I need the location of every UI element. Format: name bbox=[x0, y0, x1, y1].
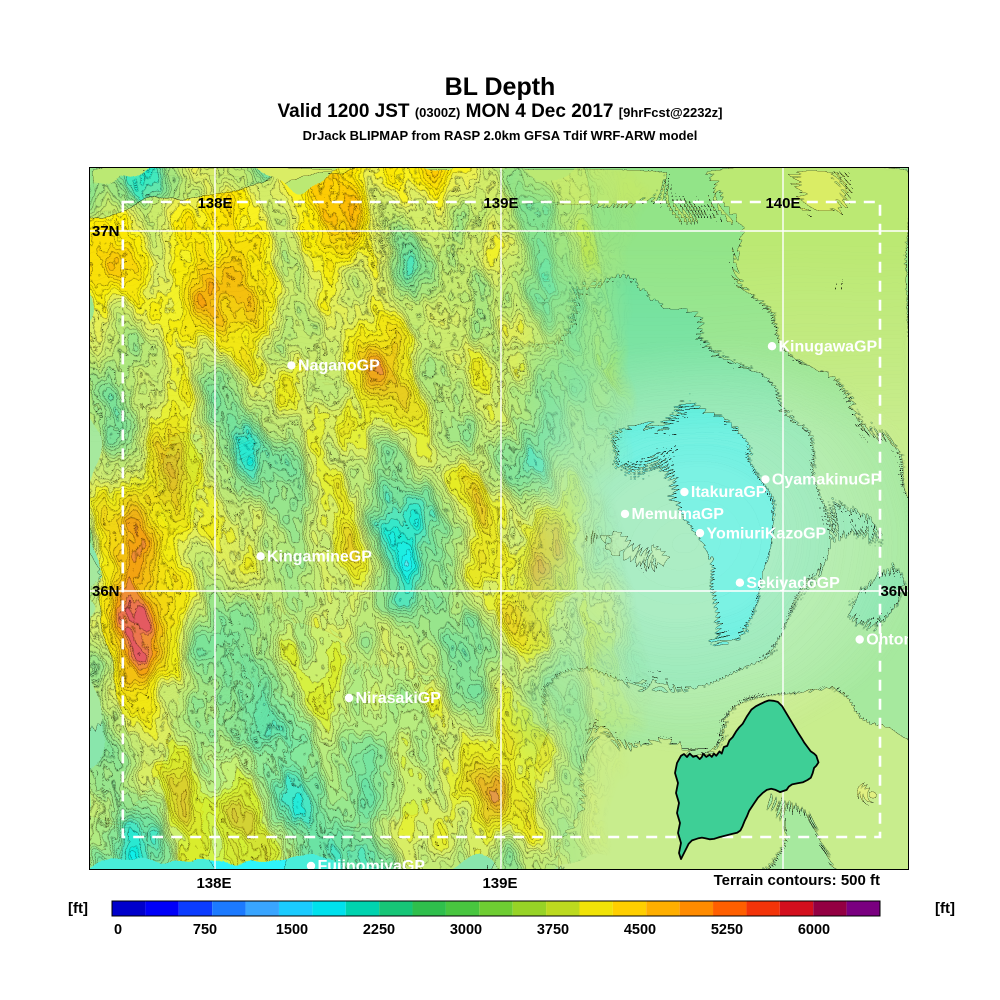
svg-text:NirasakiGP: NirasakiGP bbox=[356, 690, 442, 707]
svg-text:36N: 36N bbox=[92, 583, 120, 600]
svg-text:OyamakinuGP: OyamakinuGP bbox=[772, 472, 882, 489]
svg-text:2250: 2250 bbox=[363, 922, 395, 938]
svg-text:6000: 6000 bbox=[798, 922, 830, 938]
svg-text:KingamineGP: KingamineGP bbox=[267, 549, 372, 566]
svg-text:750: 750 bbox=[193, 922, 217, 938]
svg-text:FujinomiyaGP: FujinomiyaGP bbox=[318, 858, 426, 870]
svg-text:OhtoneGP: OhtoneGP bbox=[866, 632, 909, 649]
svg-text:139E: 139E bbox=[482, 875, 517, 892]
svg-text:ItakuraGP: ItakuraGP bbox=[691, 484, 767, 501]
svg-text:YomiuriKazoGP: YomiuriKazoGP bbox=[707, 525, 827, 542]
svg-text:37N: 37N bbox=[92, 223, 120, 240]
svg-text:[ft]: [ft] bbox=[935, 900, 955, 917]
svg-text:139E: 139E bbox=[483, 195, 518, 212]
svg-text:Terrain contours: 500 ft: Terrain contours: 500 ft bbox=[714, 872, 880, 889]
svg-text:138E: 138E bbox=[196, 875, 231, 892]
svg-text:SekiyadoGP: SekiyadoGP bbox=[746, 575, 840, 592]
svg-text:3000: 3000 bbox=[450, 922, 482, 938]
svg-text:140E: 140E bbox=[765, 195, 800, 212]
svg-text:0: 0 bbox=[114, 922, 122, 938]
svg-text:4500: 4500 bbox=[624, 922, 656, 938]
svg-text:36N: 36N bbox=[880, 583, 908, 600]
svg-text:NaganoGP: NaganoGP bbox=[298, 358, 380, 375]
svg-text:1500: 1500 bbox=[276, 922, 308, 938]
svg-text:[ft]: [ft] bbox=[68, 900, 88, 917]
svg-text:138E: 138E bbox=[197, 195, 232, 212]
svg-text:KinugawaGP: KinugawaGP bbox=[779, 338, 878, 355]
svg-text:3750: 3750 bbox=[537, 922, 569, 938]
svg-text:MemumaGP: MemumaGP bbox=[632, 506, 725, 523]
svg-text:5250: 5250 bbox=[711, 922, 743, 938]
